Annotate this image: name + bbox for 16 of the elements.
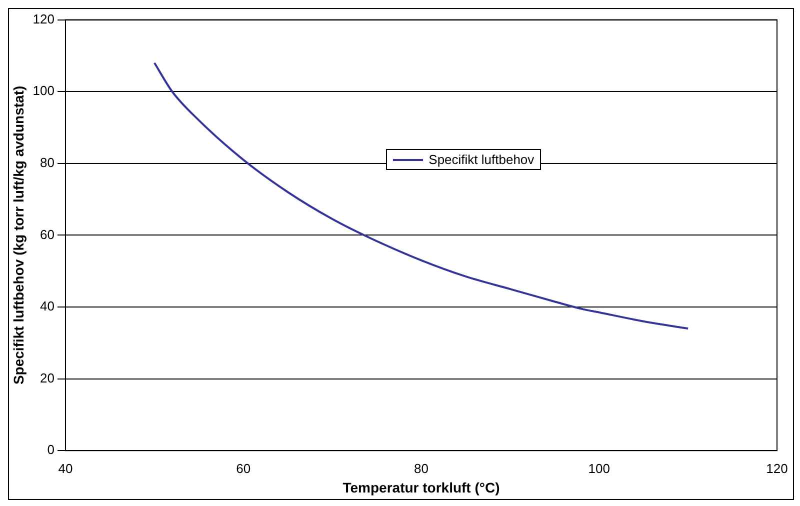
x-tick-label: 60 [236,460,251,476]
y-tick-label: 80 [40,154,54,170]
y-tick-label: 120 [32,11,54,26]
y-axis-title: Specifikt luftbehov (kg torr luft/kg avdunstat) [10,86,26,385]
y-tick-label: 20 [40,370,54,386]
legend-label: Specifikt luftbehov [428,152,534,168]
y-tick-label: 100 [32,83,54,98]
x-tick-label: 40 [58,460,73,476]
y-tick-label: 0 [47,442,54,458]
x-axis-title: Temperatur torkluft (°C) [342,479,500,496]
x-tick-label: 80 [414,460,428,476]
line-series [153,62,690,330]
y-tick-label: 40 [40,298,54,314]
y-tick-label: 60 [40,226,54,242]
x-tick-label: 120 [766,460,788,476]
x-tick-label: 100 [588,460,610,476]
